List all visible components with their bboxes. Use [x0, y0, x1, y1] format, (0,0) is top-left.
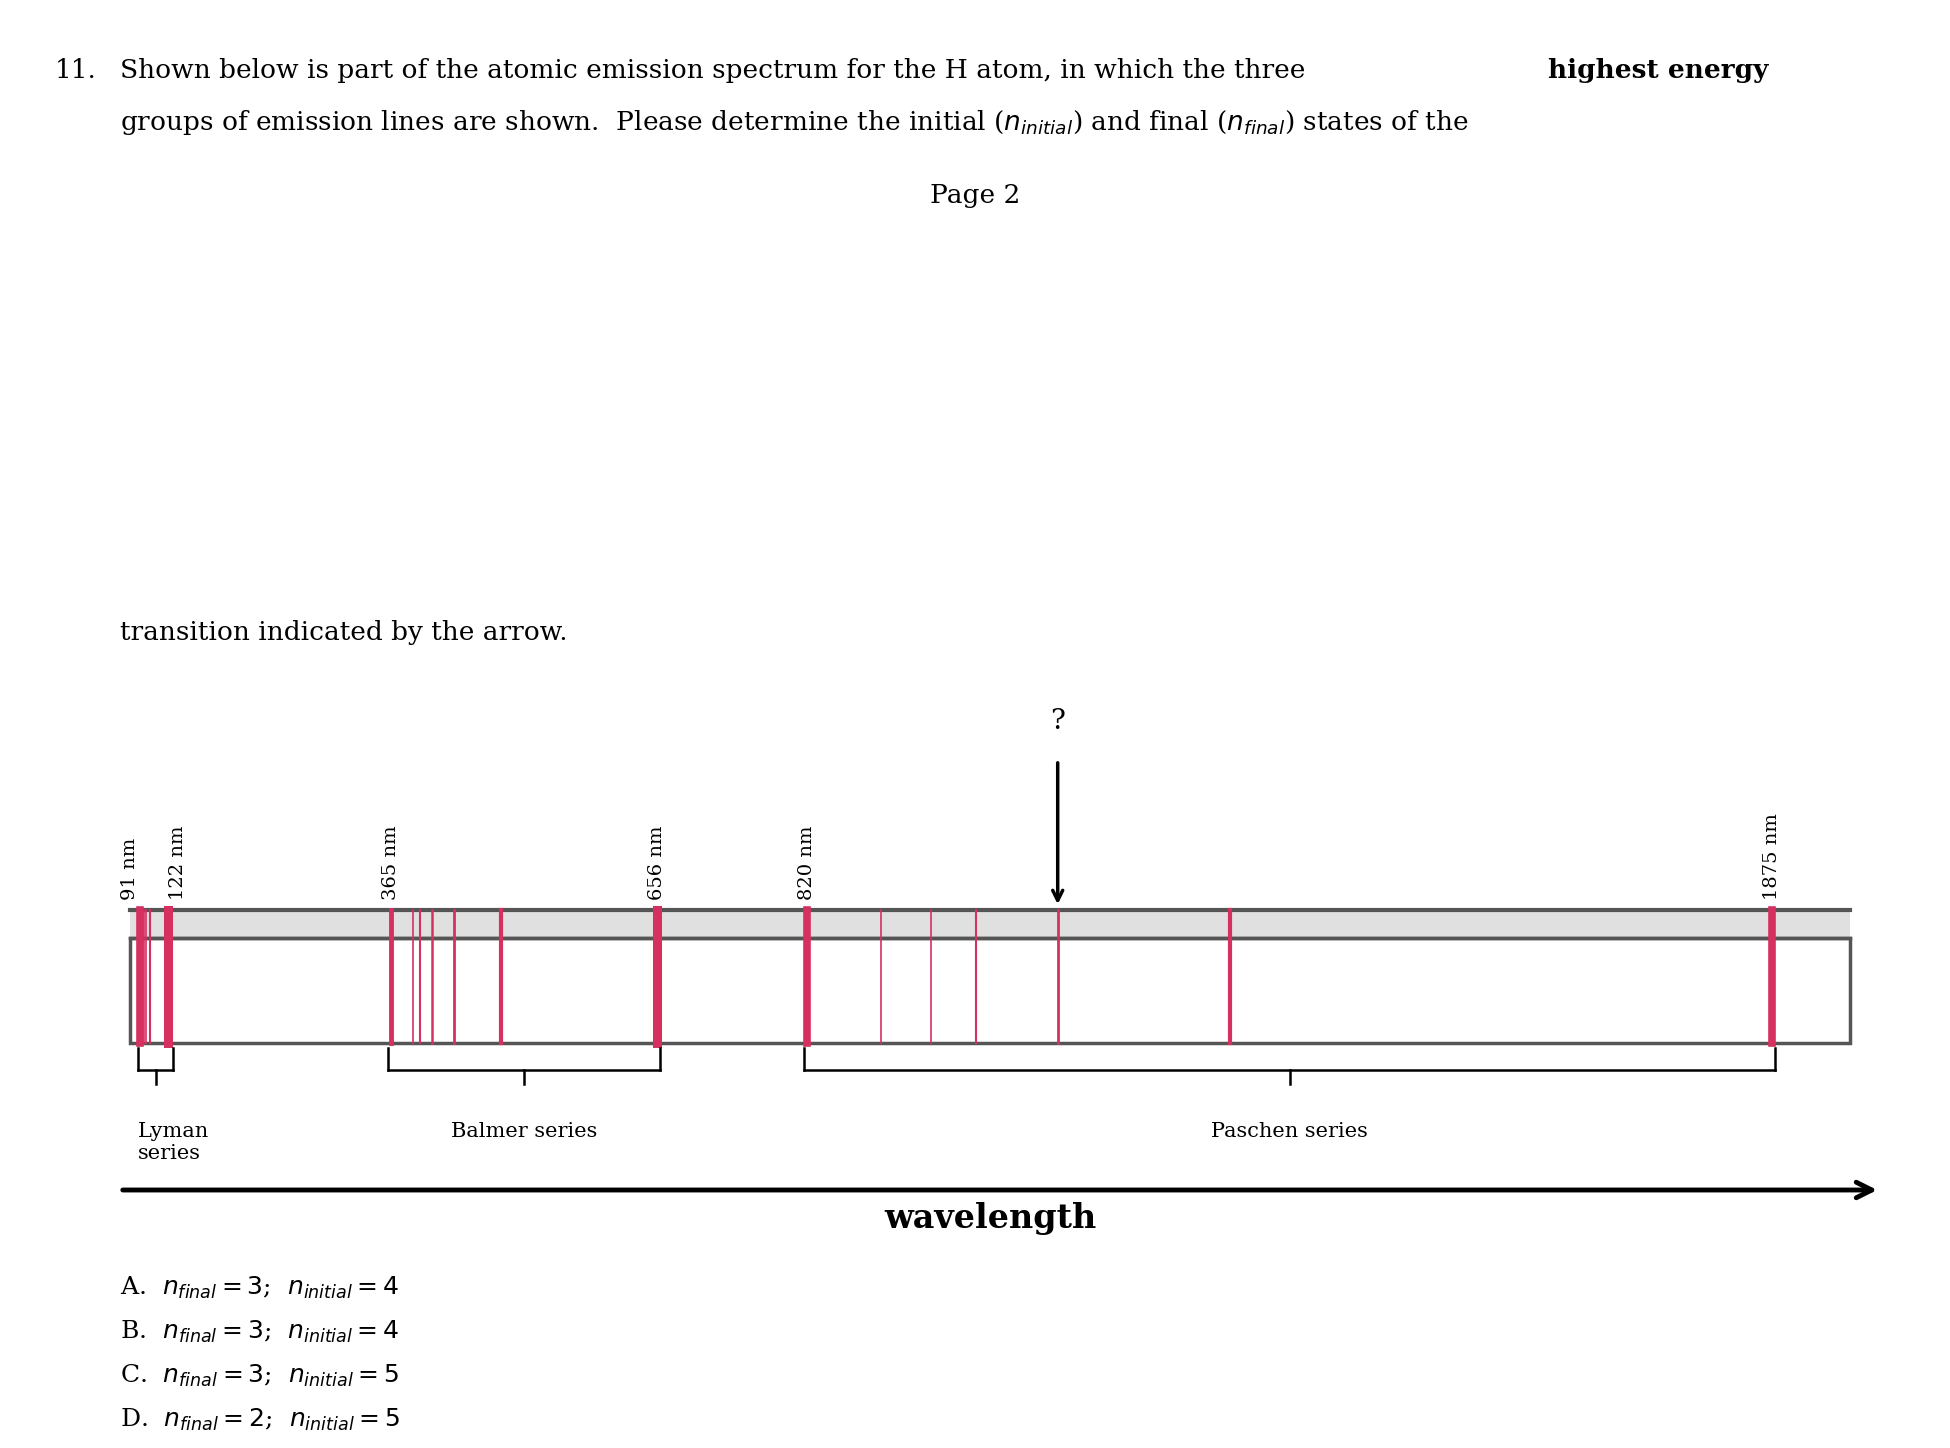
Text: 820 nm: 820 nm — [798, 825, 815, 901]
Text: 656 nm: 656 nm — [647, 825, 667, 901]
Text: B.  $n_{final} = 3$;  $n_{initial} = 4$: B. $n_{final} = 3$; $n_{initial} = 4$ — [121, 1319, 400, 1345]
Text: 122 nm: 122 nm — [170, 825, 187, 901]
Bar — [131, 938, 1851, 1043]
Text: Page 2: Page 2 — [930, 182, 1020, 209]
Text: Balmer series: Balmer series — [450, 1122, 597, 1141]
Text: groups of emission lines are shown.  Please determine the initial ($n_{initial}$: groups of emission lines are shown. Plea… — [121, 109, 1468, 138]
Text: 365 nm: 365 nm — [382, 825, 400, 901]
Text: Shown below is part of the atomic emission spectrum for the H atom, in which the: Shown below is part of the atomic emissi… — [121, 58, 1314, 83]
Text: Paschen series: Paschen series — [1211, 1122, 1369, 1141]
Text: D.  $n_{final} = 2$;  $n_{initial} = 5$: D. $n_{final} = 2$; $n_{initial} = 5$ — [121, 1407, 400, 1434]
Text: A.  $n_{final} = 3$;  $n_{initial} = 4$: A. $n_{final} = 3$; $n_{initial} = 4$ — [121, 1276, 400, 1302]
Text: ?: ? — [1051, 708, 1065, 736]
Text: C.  $n_{final} = 3$;  $n_{initial} = 5$: C. $n_{final} = 3$; $n_{initial} = 5$ — [121, 1363, 400, 1389]
Text: 91 nm: 91 nm — [121, 838, 138, 901]
Bar — [131, 909, 1851, 938]
Text: Lyman
series: Lyman series — [138, 1122, 209, 1163]
Text: 1875 nm: 1875 nm — [1763, 814, 1780, 901]
Text: highest energy: highest energy — [1548, 58, 1769, 83]
Text: wavelength: wavelength — [883, 1202, 1096, 1235]
Text: 11.: 11. — [55, 58, 98, 83]
Text: transition indicated by the arrow.: transition indicated by the arrow. — [121, 620, 567, 644]
